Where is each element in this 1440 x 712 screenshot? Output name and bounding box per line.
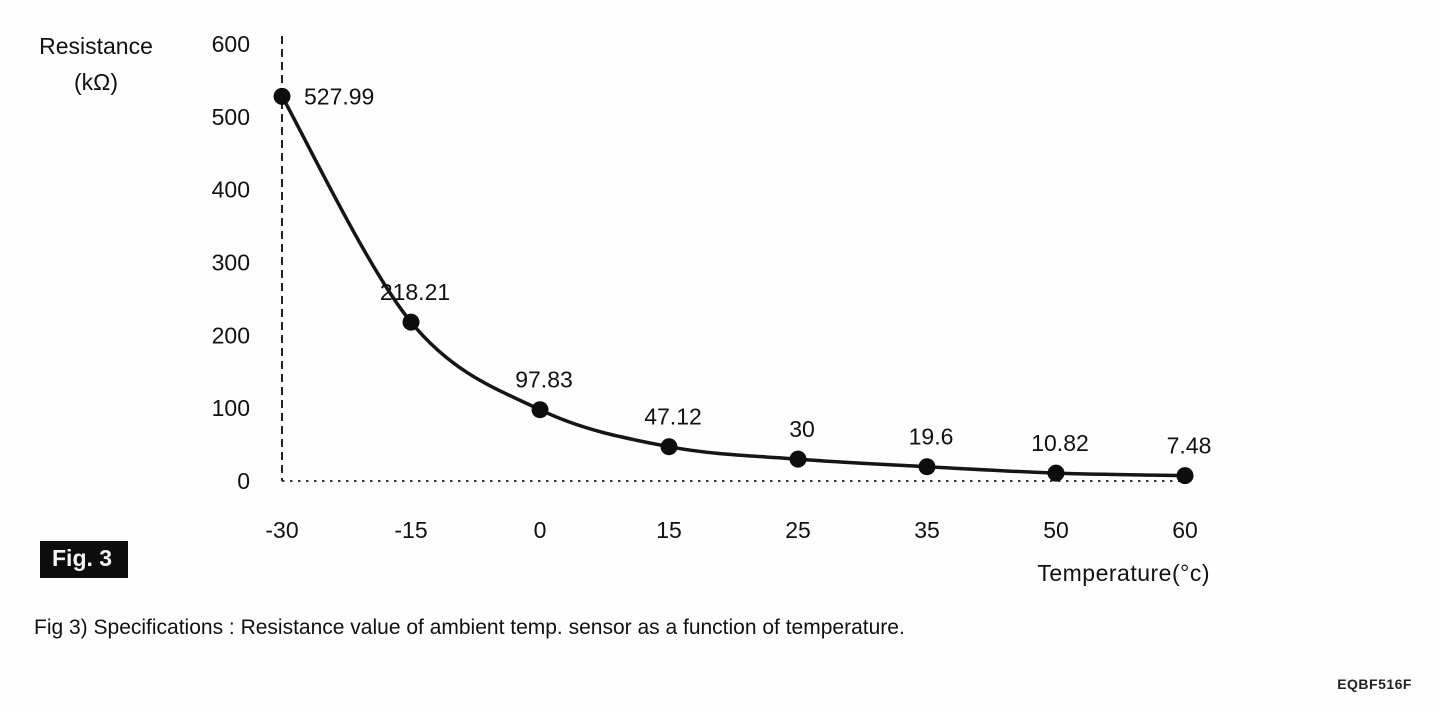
resistance-curve bbox=[280, 94, 1187, 478]
point-label: 30 bbox=[789, 416, 815, 442]
point-label: 47.12 bbox=[644, 404, 702, 430]
figure-caption: Fig 3) Specifications : Resistance value… bbox=[34, 616, 905, 639]
x-tick-label: 60 bbox=[1172, 517, 1198, 543]
data-point-marker bbox=[273, 87, 291, 105]
x-axis-title: Temperature(°c) bbox=[1037, 560, 1210, 586]
data-point-marker bbox=[789, 450, 807, 468]
y-tick-label: 100 bbox=[212, 395, 250, 421]
x-tick-label: 0 bbox=[534, 517, 547, 543]
data-point-marker bbox=[531, 401, 549, 419]
x-tick-label: -15 bbox=[394, 517, 427, 543]
x-tick-label: -30 bbox=[265, 517, 298, 543]
y-tick-label: 600 bbox=[212, 31, 250, 57]
data-point-marker bbox=[1176, 467, 1194, 485]
x-tick-label: 50 bbox=[1043, 517, 1069, 543]
point-label: 10.82 bbox=[1031, 430, 1089, 456]
x-tick-label: 15 bbox=[656, 517, 682, 543]
document-code: EQBF516F bbox=[1337, 676, 1412, 692]
x-tick-label: 35 bbox=[914, 517, 940, 543]
point-label: 19.6 bbox=[909, 424, 954, 450]
figure-badge: Fig. 3 bbox=[40, 541, 129, 578]
point-label: 527.99 bbox=[304, 83, 374, 109]
y-axis-title-line2: (kΩ) bbox=[73, 69, 118, 95]
data-point-marker bbox=[660, 438, 678, 456]
y-tick-label: 200 bbox=[212, 322, 250, 348]
point-label: 218.21 bbox=[380, 279, 450, 305]
data-point-marker bbox=[918, 458, 936, 476]
point-label: 97.83 bbox=[515, 367, 573, 393]
point-label: 7.48 bbox=[1167, 433, 1212, 459]
y-axis-title-line1: Resistance bbox=[39, 33, 153, 59]
y-tick-label: 500 bbox=[212, 104, 250, 130]
data-point-marker bbox=[402, 313, 420, 331]
y-tick-label: 0 bbox=[237, 468, 250, 494]
data-point-marker bbox=[1047, 464, 1065, 482]
y-axis-title: Resistance (kΩ) bbox=[26, 28, 166, 100]
y-tick-label: 300 bbox=[212, 250, 250, 276]
x-tick-label: 25 bbox=[785, 517, 811, 543]
y-tick-label: 400 bbox=[212, 177, 250, 203]
